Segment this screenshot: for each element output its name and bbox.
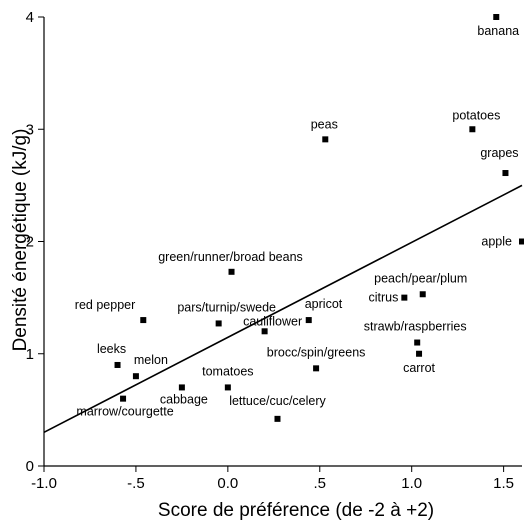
data-point [178, 384, 185, 391]
data-point [140, 317, 147, 324]
data-point [414, 339, 421, 346]
point-label: pars/turnip/swede [177, 300, 276, 314]
data-point [419, 291, 426, 298]
data-point [120, 395, 127, 402]
y-axis-title: Densité énergétique (kJ/g) [10, 129, 31, 352]
data-point [313, 365, 320, 372]
x-tick-label: -1.0 [31, 475, 57, 492]
data-point [493, 14, 500, 20]
point-label: peach/pear/plum [374, 271, 467, 285]
point-label: tomatoes [202, 364, 253, 378]
x-tick-label: 1.0 [401, 475, 422, 492]
point-label: cabbage [160, 392, 208, 406]
data-point [261, 328, 268, 335]
data-point [502, 170, 509, 177]
data-point [416, 350, 423, 357]
regression-line-layer [43, 184, 523, 434]
data-point [469, 126, 476, 133]
point-label: red pepper [75, 298, 135, 312]
data-point [401, 294, 408, 301]
data-point [519, 238, 524, 245]
point-label: grapes [480, 146, 518, 160]
point-label: lettuce/cuc/celery [229, 394, 326, 408]
data-point [215, 320, 222, 327]
data-point [114, 361, 121, 368]
data-point [228, 268, 235, 275]
point-label: leeks [97, 342, 126, 356]
axis-ticks: -1.0 -.5 0.0 .5 1.0 1.5 0 1 2 3 4 [26, 9, 514, 492]
point-label: marrow/courgette [76, 405, 173, 419]
point-label: strawb/raspberries [364, 320, 467, 334]
point-label: melon [134, 353, 168, 367]
x-tick-label: -.5 [127, 475, 145, 492]
x-axis-title: Score de préférence (de -2 à +2) [158, 500, 434, 521]
point-label: green/runner/broad beans [158, 250, 303, 264]
point-labels: banana potatoes grapes peas apple green/runne… [75, 24, 519, 419]
point-label: brocc/spin/greens [267, 345, 366, 359]
regression-line [43, 184, 523, 434]
x-tick-label: 1.5 [493, 475, 514, 492]
point-label: peas [311, 117, 338, 131]
point-label: apple [481, 235, 512, 249]
data-point [132, 373, 139, 380]
data-point [224, 384, 231, 391]
x-tick-label: 0.0 [217, 475, 238, 492]
y-tick-label: 3 [26, 121, 34, 138]
point-label: potatoes [452, 108, 500, 122]
point-label: apricot [305, 297, 343, 311]
data-points [114, 14, 524, 422]
y-tick-label: 2 [26, 234, 34, 251]
point-label: cauliflower [243, 314, 302, 328]
point-label: banana [477, 24, 519, 38]
point-label: citrus [368, 291, 398, 305]
x-tick-label: .5 [314, 475, 327, 492]
y-tick-label: 1 [26, 346, 34, 363]
point-label: carrot [403, 361, 435, 375]
data-point [274, 415, 281, 422]
y-tick-label: 0 [26, 458, 34, 475]
data-point [322, 136, 329, 143]
y-tick-label: 4 [26, 9, 34, 26]
data-point [305, 317, 312, 324]
